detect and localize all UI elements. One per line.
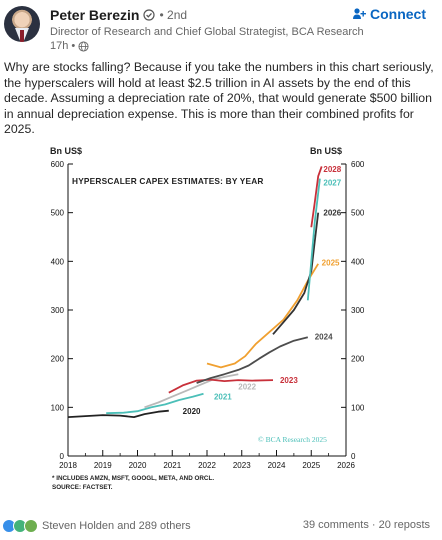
- series-label-2020: 2020: [183, 407, 201, 416]
- y-unit-left: Bn US$: [50, 146, 82, 156]
- x-tick-label: 2022: [198, 461, 216, 470]
- x-tick-label: 2023: [233, 461, 251, 470]
- reactions-summary[interactable]: Steven Holden and 289 others: [2, 519, 191, 533]
- series-label-2022: 2022: [238, 382, 256, 391]
- series-line-2027: [306, 178, 321, 301]
- verified-shield-icon: [143, 9, 156, 21]
- y-tick-label-right: 300: [351, 306, 365, 315]
- y-tick-label-right: 500: [351, 209, 365, 218]
- x-tick-label: 2020: [129, 461, 147, 470]
- series-label-2027: 2027: [323, 178, 341, 187]
- chart-image[interactable]: 0 0 100 100 200 200 300 300 400 400 500 500 600 600 20…: [28, 140, 416, 500]
- y-unit-right: Bn US$: [310, 146, 342, 156]
- chart-footnote-2: SOURCE: FACTSET.: [52, 484, 113, 491]
- series-label-2021: 2021: [214, 393, 232, 402]
- chart-footnote-1: * INCLUDES AMZN, MSFT, GOOGL, META, AND …: [52, 475, 214, 482]
- connect-button[interactable]: Connect: [352, 6, 426, 22]
- x-tick-label: 2026: [337, 461, 355, 470]
- series-label-2028: 2028: [323, 165, 341, 174]
- connection-degree: • 2nd: [159, 8, 188, 22]
- y-tick-label-left: 300: [51, 306, 65, 315]
- y-tick-label-left: 200: [51, 355, 65, 364]
- post-time-row: 17h •: [50, 40, 89, 52]
- y-tick-label-right: 600: [351, 160, 365, 169]
- y-tick-label-right: 200: [351, 355, 365, 364]
- y-tick-label-right: 0: [351, 452, 356, 461]
- series-line-2028: [310, 166, 323, 228]
- x-tick-label: 2021: [163, 461, 181, 470]
- series-line-2024: [196, 336, 309, 384]
- x-tick-label: 2018: [59, 461, 77, 470]
- avatar[interactable]: [4, 6, 40, 42]
- post-time: 17h •: [50, 40, 76, 52]
- series-line-2020: [67, 409, 169, 419]
- chart-inner-title: HYPERSCALER CAPEX ESTIMATES: BY YEAR: [72, 176, 264, 186]
- post-footer: Steven Holden and 289 others 39 comments…: [0, 516, 442, 536]
- y-tick-label-left: 0: [60, 452, 65, 461]
- support-reaction-icon: [24, 519, 38, 533]
- comments-reposts-count[interactable]: 39 comments · 20 reposts: [302, 519, 430, 531]
- author-name[interactable]: Peter Berezin: [50, 7, 140, 23]
- add-person-icon: [353, 8, 366, 19]
- series-label-2024: 2024: [315, 332, 333, 341]
- x-tick-label: 2019: [94, 461, 112, 470]
- series-line-2026: [272, 212, 320, 335]
- series-line-2022: [144, 373, 239, 409]
- chart-watermark: © BCA Research 2025: [258, 435, 327, 444]
- series-label-2025: 2025: [322, 258, 340, 267]
- chart-background: [28, 140, 416, 500]
- series-line-2025: [206, 263, 319, 369]
- x-tick-label: 2025: [302, 461, 320, 470]
- y-tick-label-left: 500: [51, 209, 65, 218]
- reactions-text: Steven Holden and 289 others: [42, 520, 191, 532]
- x-tick-label: 2024: [268, 461, 286, 470]
- connect-label: Connect: [370, 6, 426, 22]
- y-tick-label-left: 600: [51, 160, 65, 169]
- y-tick-label-left: 400: [51, 257, 65, 266]
- author-title: Director of Research and Chief Global St…: [50, 26, 364, 38]
- series-label-2026: 2026: [323, 209, 341, 218]
- author-name-row: Peter Berezin • 2nd: [50, 7, 187, 23]
- y-tick-label-right: 100: [351, 403, 365, 412]
- avatar-tie: [20, 30, 24, 42]
- series-line-2023: [168, 378, 274, 394]
- series-label-2023: 2023: [280, 376, 298, 385]
- post-header: Peter Berezin • 2nd Director of Research…: [0, 0, 442, 56]
- capex-chart: 0 0 100 100 200 200 300 300 400 400 500 500 600 600 20…: [28, 140, 416, 500]
- series-line-2021: [106, 392, 204, 415]
- globe-icon: [78, 40, 89, 52]
- y-tick-label-left: 100: [51, 403, 65, 412]
- y-tick-label-right: 400: [351, 257, 365, 266]
- post-text: Why are stocks falling? Because if you t…: [4, 60, 434, 136]
